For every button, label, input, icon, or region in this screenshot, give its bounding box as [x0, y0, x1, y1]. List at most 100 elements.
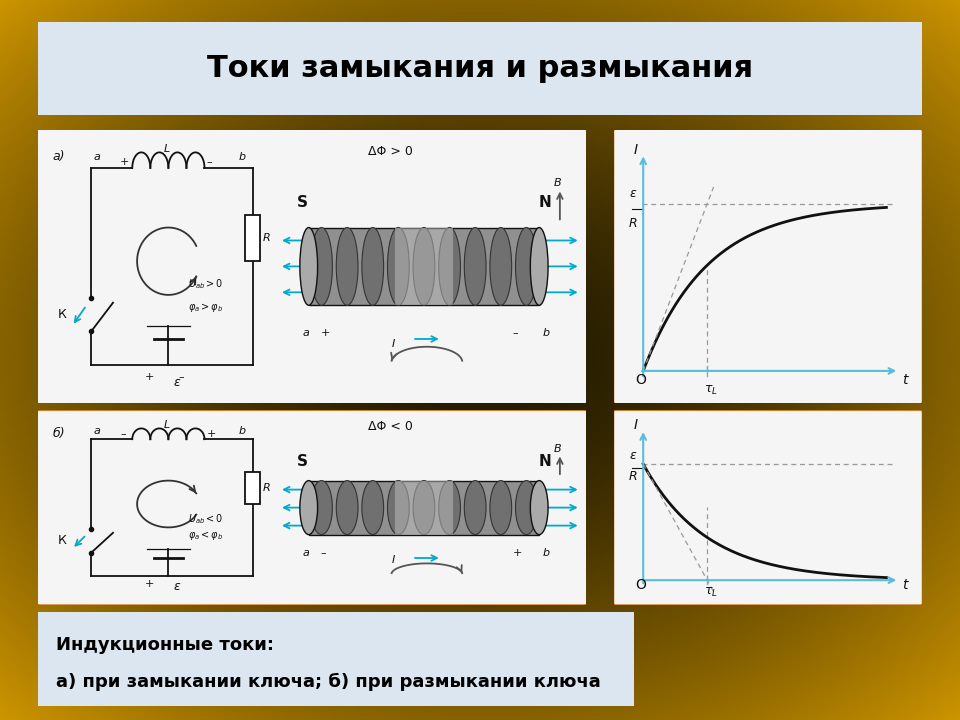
Bar: [724, 464, 728, 468]
Bar: [264, 8, 268, 12]
Bar: [736, 128, 740, 132]
Bar: [16, 656, 20, 660]
Bar: [100, 620, 104, 624]
Bar: [796, 140, 800, 144]
Bar: [724, 20, 728, 24]
Bar: [844, 72, 848, 76]
Bar: [440, 156, 444, 160]
Bar: [864, 212, 868, 216]
Bar: [68, 8, 72, 12]
Bar: [220, 560, 224, 564]
Bar: [404, 528, 408, 532]
Bar: [676, 12, 680, 16]
Bar: [44, 364, 48, 368]
Bar: [372, 196, 376, 200]
Bar: [884, 32, 888, 36]
Bar: [172, 64, 176, 68]
Bar: [96, 300, 100, 304]
Bar: [776, 36, 780, 40]
Bar: [16, 184, 20, 188]
Bar: [72, 136, 76, 140]
Bar: [200, 400, 204, 404]
Bar: [88, 560, 92, 564]
Bar: [852, 424, 856, 428]
Bar: [908, 168, 912, 172]
Bar: [588, 588, 592, 592]
Bar: [112, 528, 116, 532]
Bar: [668, 456, 672, 460]
Bar: [232, 664, 236, 668]
Bar: [716, 708, 720, 712]
Bar: [4, 52, 8, 56]
Bar: [308, 496, 312, 500]
Bar: [256, 200, 260, 204]
Bar: [468, 108, 472, 112]
Bar: [892, 692, 896, 696]
Bar: [56, 560, 60, 564]
Bar: [752, 512, 756, 516]
Bar: [4, 676, 8, 680]
Bar: [900, 648, 904, 652]
Bar: [600, 340, 604, 344]
Bar: [452, 304, 456, 308]
Bar: [612, 432, 616, 436]
Bar: [360, 592, 364, 596]
Bar: [492, 676, 496, 680]
Bar: [920, 436, 924, 440]
Bar: [520, 556, 524, 560]
Bar: [336, 360, 340, 364]
Bar: [516, 536, 520, 540]
Bar: [508, 228, 512, 232]
Bar: [356, 360, 360, 364]
Bar: [600, 292, 604, 296]
Bar: [152, 696, 156, 700]
Bar: [224, 124, 228, 128]
Bar: [12, 136, 16, 140]
Bar: [396, 592, 400, 596]
Bar: [772, 308, 776, 312]
Bar: [480, 236, 484, 240]
Bar: [872, 12, 876, 16]
Bar: [340, 424, 344, 428]
Bar: [256, 248, 260, 252]
Bar: [660, 364, 664, 368]
Bar: [344, 400, 348, 404]
Bar: [108, 104, 112, 108]
Bar: [936, 312, 940, 316]
Bar: [128, 404, 132, 408]
Bar: [132, 420, 136, 424]
Bar: [380, 44, 384, 48]
Bar: [664, 372, 668, 376]
Bar: [472, 116, 476, 120]
Bar: [84, 260, 88, 264]
Bar: [544, 264, 548, 268]
Bar: [124, 328, 128, 332]
Bar: [596, 236, 600, 240]
Bar: [852, 480, 856, 484]
Bar: [120, 400, 124, 404]
Bar: [416, 356, 420, 360]
Bar: [16, 348, 20, 352]
Bar: [244, 708, 248, 712]
Bar: [564, 412, 568, 416]
Bar: [416, 492, 420, 496]
Bar: [956, 56, 960, 60]
Bar: [484, 24, 488, 28]
Bar: [152, 264, 156, 268]
Bar: [248, 436, 252, 440]
Bar: [452, 484, 456, 488]
Bar: [916, 620, 920, 624]
Bar: [384, 168, 388, 172]
Bar: [344, 668, 348, 672]
Bar: [548, 232, 552, 236]
Bar: [228, 396, 232, 400]
Bar: [560, 464, 564, 468]
Bar: [644, 236, 648, 240]
Bar: [504, 76, 508, 80]
Bar: [96, 188, 100, 192]
Bar: [440, 568, 444, 572]
Bar: [588, 544, 592, 548]
Text: N: N: [539, 195, 551, 210]
Bar: [812, 368, 816, 372]
Bar: [788, 72, 792, 76]
